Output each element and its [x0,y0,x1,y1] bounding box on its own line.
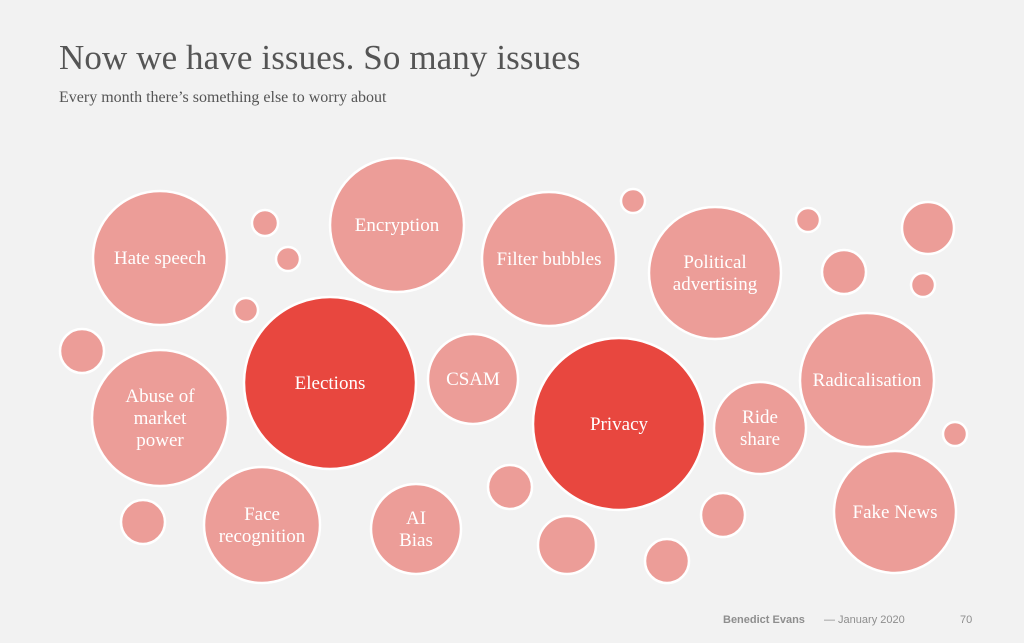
bubble-label-line: advertising [673,274,758,295]
bubble-label-hate-speech: Hate speech [114,248,207,269]
bubble-label-radicalisation: Radicalisation [813,370,922,391]
bubble-encryption [328,156,466,294]
bubble-label-line: Encryption [355,215,440,236]
bubble-label-line: power [136,430,184,451]
bubble-label-line: Bias [399,530,433,551]
footer-author: Benedict Evans [723,614,805,626]
bubble-label-filter-bubbles: Filter bubbles [496,249,601,270]
bubble-label-ride-share: Ride share [740,407,780,450]
decorative-dot [794,206,822,234]
bubble-privacy [531,336,707,512]
bubble-label-line: Radicalisation [813,370,922,391]
bubble-elections [242,295,418,471]
decorative-dot [58,327,106,375]
bubble-label-privacy: Privacy [590,414,649,435]
bubble-ride-share [712,380,808,476]
decorative-dot [274,245,302,273]
bubble-hate-speech [91,189,229,327]
bubble-label-line: Filter bubbles [496,249,601,270]
bubble-label-csam: CSAM [446,369,500,390]
bubble-label-line: recognition [219,526,306,547]
bubble-fake-news [832,449,958,575]
bubble-abuse-of-market-power [90,348,230,488]
bubble-label-face-recognition: Face recognition [219,504,306,547]
bubble-label-line: market [134,408,187,429]
bubble-label-line: Face [244,504,280,525]
bubble-label-political-advertising: Political advertising [673,252,758,295]
bubble-ai-bias [369,482,463,576]
page-number: 70 [960,614,973,626]
decorative-dot [536,514,598,576]
decorative-dot [250,208,280,238]
bubble-label-line: Hate speech [114,248,207,269]
footer-date: — January 2020 [824,614,905,626]
bubble-filter-bubbles [480,190,618,328]
decorative-dot [643,537,691,585]
decorative-dot [619,187,647,215]
decorative-dot [119,498,167,546]
decorative-dot [900,200,956,256]
slide-subtitle: Every month there’s something else to wo… [59,89,387,106]
bubble-label-line: CSAM [446,369,500,390]
decorative-dot [909,271,937,299]
decorative-dot [820,248,868,296]
decorative-dot [699,491,747,539]
bubble-csam [426,332,520,426]
bubble-radicalisation [798,311,936,449]
bubble-political-advertising [647,205,783,341]
decorative-dot [486,463,534,511]
bubble-label-encryption: Encryption [355,215,440,236]
decorative-dot [232,296,260,324]
bubble-label-line: Privacy [590,414,649,435]
bubble-label-abuse-of-market-power: Abuse of market power [125,386,195,451]
decorative-dot [941,420,969,448]
bubble-label-ai-bias: AI Bias [399,508,433,551]
bubble-face-recognition [202,465,322,585]
bubble-label-line: Political [683,252,746,273]
bubble-label-fake-news: Fake News [853,502,938,523]
bubble-label-line: AI [406,508,426,529]
bubble-label-line: Elections [295,373,366,394]
slide-title: Now we have issues. So many issues [59,38,581,77]
bubble-label-line: Fake News [853,502,938,523]
bubble-label-elections: Elections [295,373,366,394]
bubble-label-line: Ride [742,407,778,428]
bubble-label-line: Abuse of [125,386,195,407]
bubble-label-line: share [740,429,780,450]
